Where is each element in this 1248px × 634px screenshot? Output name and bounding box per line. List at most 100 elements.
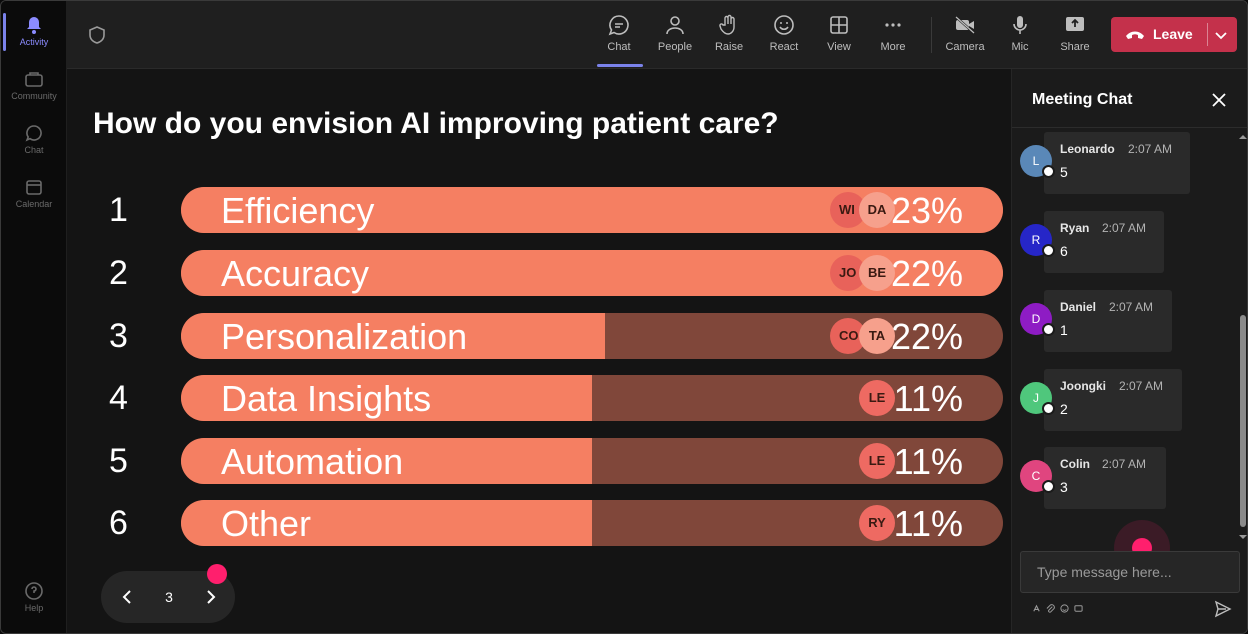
option-rank: 2 — [109, 254, 128, 292]
rail-label: Activity — [19, 37, 49, 47]
toolbar-more-button[interactable]: More — [867, 9, 919, 63]
message-author: Colin — [1060, 457, 1090, 471]
close-icon[interactable] — [1210, 91, 1228, 109]
chevron-down-icon[interactable] — [1213, 27, 1229, 43]
toolbar-label: React — [769, 41, 799, 53]
leave-divider — [1207, 23, 1208, 46]
option-percent: 11% — [893, 378, 963, 419]
poll-option-row: 6 Other 11% RY — [67, 500, 1011, 548]
message-text: 3 — [1060, 479, 1068, 495]
toolbar-label: Mic — [1011, 41, 1029, 53]
chat-message: Colin 2:07 AM 3 C — [1020, 447, 1230, 511]
message-time: 2:07 AM — [1109, 300, 1154, 314]
scrollbar-thumb[interactable] — [1240, 315, 1246, 527]
option-bar: Automation 11% LE — [181, 438, 1003, 484]
page-number: 3 — [165, 589, 173, 605]
send-icon[interactable] — [1214, 600, 1232, 618]
toolbar-react-button[interactable]: React — [758, 9, 810, 63]
message-text: 1 — [1060, 322, 1068, 338]
rail-item-activity[interactable]: Activity — [1, 7, 67, 57]
message-author: Ryan — [1060, 221, 1090, 235]
toolbar-chat-button[interactable]: Chat — [593, 9, 645, 67]
chat-message: Daniel 2:07 AM 1 D — [1020, 290, 1230, 354]
message-author: Leonardo — [1060, 142, 1115, 156]
toolbar-mic-button[interactable]: Mic — [994, 9, 1046, 63]
message-bubble: Ryan 2:07 AM 6 — [1044, 211, 1164, 273]
presence-status-icon — [1042, 323, 1055, 336]
option-label: Other — [221, 503, 312, 544]
option-bar: Data Insights 11% LE — [181, 375, 1003, 421]
toolbar-people-button[interactable]: People — [649, 9, 701, 63]
chat-icon — [25, 125, 42, 142]
voter-avatar: LE — [859, 380, 895, 416]
option-percent: 11% — [893, 441, 963, 482]
chat-message-input[interactable] — [1020, 551, 1240, 593]
chat-scrollbar[interactable] — [1238, 131, 1247, 543]
option-percent: 11% — [893, 503, 963, 544]
option-rank: 1 — [109, 191, 128, 229]
poll-results: How do you envision AI improving patient… — [67, 69, 1011, 633]
voter-avatar: TA — [859, 318, 895, 354]
option-rank: 5 — [109, 442, 128, 480]
poll-option-row: 1 Efficiency 23% WI DA — [67, 187, 1011, 235]
message-text: 2 — [1060, 401, 1068, 417]
presence-status-icon — [1042, 402, 1055, 415]
rail-item-community[interactable]: Community — [1, 61, 67, 111]
presence-status-icon — [1042, 165, 1055, 178]
option-rank: 4 — [109, 379, 128, 417]
rail-label: Community — [11, 91, 57, 101]
voter-avatar: LE — [859, 443, 895, 479]
react-icon — [774, 15, 794, 35]
shield-icon[interactable] — [87, 25, 107, 45]
message-author: Daniel — [1060, 300, 1097, 314]
chat-message: Ryan 2:07 AM 6 R — [1020, 211, 1230, 275]
meeting-chat-panel: Meeting Chat Leonardo 2:07 AM 5 L Ryan 2:07 A… — [1011, 69, 1247, 633]
toolbar-divider — [931, 17, 932, 53]
option-bar-fill — [181, 375, 592, 421]
scroll-up-icon[interactable] — [1239, 133, 1247, 141]
toolbar-label: Chat — [607, 41, 631, 53]
poll-option-row: 5 Automation 11% LE — [67, 438, 1011, 486]
chevron-right-icon[interactable] — [201, 587, 221, 607]
option-percent: 22% — [890, 253, 963, 294]
pointer-dot — [207, 564, 227, 584]
more-icon — [885, 23, 901, 27]
presence-status-icon — [1042, 480, 1055, 493]
message-bubble: Daniel 2:07 AM 1 — [1044, 290, 1172, 352]
chat-message: Leonardo 2:07 AM 5 L — [1020, 132, 1230, 196]
option-label: Automation — [221, 441, 404, 482]
poll-option-row: 3 Personalization 22% CO TA — [67, 313, 1011, 361]
option-bar-fill — [181, 313, 605, 359]
message-author: Joongki — [1060, 379, 1107, 393]
message-time: 2:07 AM — [1128, 142, 1173, 156]
option-rank: 3 — [109, 317, 128, 355]
toolbar-camera-button[interactable]: Camera — [939, 9, 991, 63]
option-percent: 22% — [890, 316, 963, 357]
voter-avatar: BE — [859, 255, 895, 291]
message-text: 5 — [1060, 164, 1068, 180]
poll-option-row: 4 Data Insights 11% LE — [67, 375, 1011, 423]
toolbar-view-button[interactable]: View — [813, 9, 865, 63]
toolbar-share-button[interactable]: Share — [1049, 9, 1101, 63]
message-text: 6 — [1060, 243, 1068, 259]
scroll-down-icon[interactable] — [1239, 533, 1247, 541]
emoji-icon[interactable] — [1060, 604, 1069, 613]
toolbar-raise-button[interactable]: Raise — [703, 9, 755, 63]
chat-divider — [1012, 127, 1247, 128]
attach-icon[interactable] — [1046, 604, 1055, 613]
voter-avatar: WI — [830, 192, 866, 228]
message-time: 2:07 AM — [1102, 457, 1147, 471]
chevron-left-icon[interactable] — [117, 587, 137, 607]
gif-icon[interactable] — [1074, 604, 1083, 613]
option-label: Data Insights — [221, 378, 432, 419]
rail-item-help[interactable]: Help — [1, 573, 67, 623]
chat-icon — [608, 15, 629, 36]
rail-item-chat[interactable]: Chat — [1, 115, 67, 165]
toolbar-label: Camera — [945, 41, 985, 53]
rail-item-calendar[interactable]: Calendar — [1, 169, 67, 219]
leave-button[interactable]: Leave — [1111, 17, 1237, 52]
format-icon[interactable] — [1032, 604, 1041, 613]
toolbar-label: View — [827, 41, 851, 53]
option-bar: Accuracy 22% JO BE — [181, 250, 1003, 296]
